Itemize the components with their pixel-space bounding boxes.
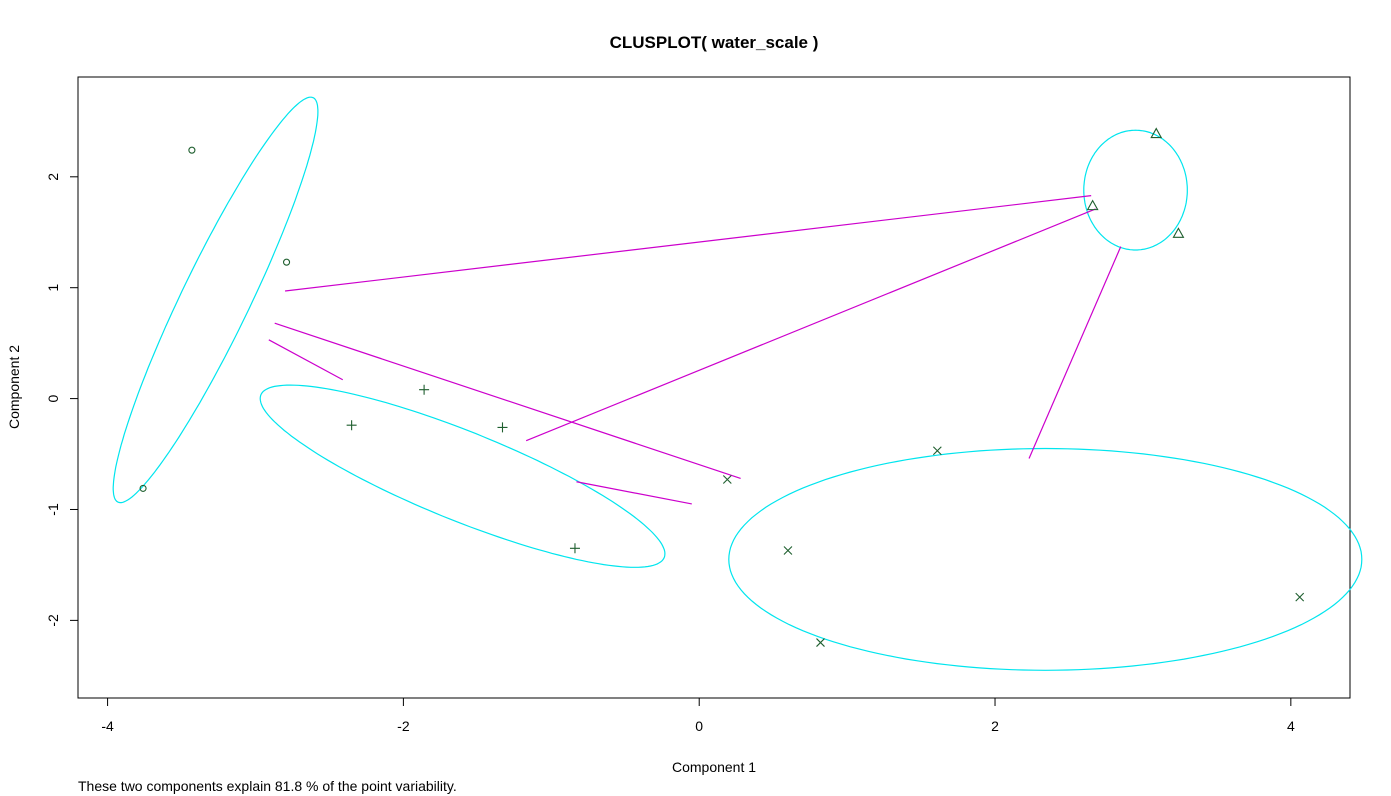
cluster-3-point-2 xyxy=(722,475,732,484)
y-tick-label: 0 xyxy=(45,394,61,402)
line-cluster-1-to-4 xyxy=(284,195,1092,292)
cluster-2-ellipse xyxy=(259,384,666,568)
cluster-1-point-1 xyxy=(188,146,196,154)
cluster-4-point-3 xyxy=(1172,227,1185,238)
cluster-connecting-lines xyxy=(268,195,1122,505)
cluster-1-point-3 xyxy=(139,484,147,492)
x-axis-label: Component 1 xyxy=(672,759,756,775)
cluster-2-point-2 xyxy=(346,420,357,431)
cluster-3-point-1 xyxy=(932,446,942,456)
x-tick-label: -4 xyxy=(101,718,114,734)
x-tick-label: -2 xyxy=(397,718,410,734)
cluster-4-ellipse xyxy=(1083,129,1188,251)
line-cluster-1-to-2 xyxy=(268,339,344,381)
cluster-3-point-4 xyxy=(816,638,825,647)
line-cluster-2-to-3 xyxy=(576,481,692,505)
cluster-2-point-1 xyxy=(419,384,430,395)
x-tick-label: 0 xyxy=(695,718,703,734)
y-tick-label: -2 xyxy=(45,614,61,627)
cluster-4-point-2 xyxy=(1086,199,1099,211)
y-tick-label: 1 xyxy=(45,284,61,292)
cluster-3-ellipse xyxy=(728,447,1363,671)
line-cluster-3-to-4 xyxy=(1028,246,1122,459)
line-cluster-1-to-3 xyxy=(274,322,741,480)
cluster-2-point-3 xyxy=(497,422,508,433)
x-axis: -4 -2 0 2 4 xyxy=(101,698,1295,734)
cluster-1-point-2 xyxy=(282,258,291,266)
cluster-4-point-1 xyxy=(1150,127,1163,139)
y-axis: -2 -1 0 1 2 xyxy=(45,173,78,627)
cluster-3-point-3 xyxy=(783,546,793,555)
plot-frame xyxy=(77,76,1351,699)
variability-subtitle: These two components explain 81.8 % of t… xyxy=(78,778,457,794)
cluster-2-point-4 xyxy=(569,543,580,554)
x-tick-label: 2 xyxy=(991,718,999,734)
y-tick-label: -1 xyxy=(45,503,61,516)
chart-title: CLUSPLOT( water_scale ) xyxy=(610,33,819,52)
cluster-3-point-5 xyxy=(1295,592,1305,602)
data-points xyxy=(139,127,1305,647)
y-axis-label: Component 2 xyxy=(6,345,22,429)
y-tick-label: 2 xyxy=(45,173,61,181)
cluster-ellipses xyxy=(112,96,1363,671)
line-cluster-2-to-4 xyxy=(525,208,1096,442)
x-tick-label: 4 xyxy=(1287,718,1295,734)
cluster-1-ellipse xyxy=(112,96,319,504)
